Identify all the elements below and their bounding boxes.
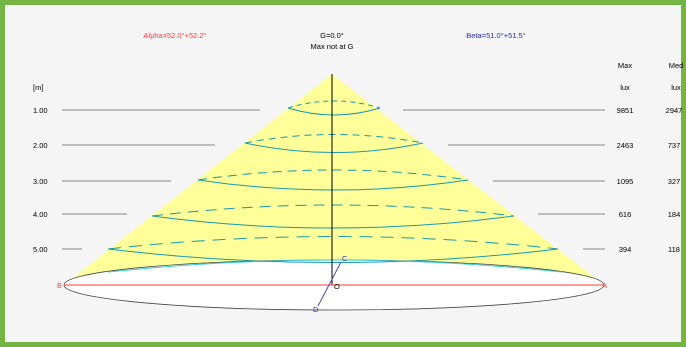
max-value-4: 616 bbox=[619, 210, 632, 219]
contour-front-3 bbox=[197, 179, 469, 191]
contour-back-1 bbox=[287, 100, 381, 109]
alpha-label: Alpha=52.0°+52.2° bbox=[143, 31, 206, 40]
distance-labels: 1.00 2.00 3.00 4.00 5.00 bbox=[33, 106, 48, 254]
distance-label-1: 1.00 bbox=[33, 106, 48, 115]
beta-label: Beta=51.0°+51.5° bbox=[466, 31, 525, 40]
contour-back-3 bbox=[197, 169, 469, 181]
contour-back-2 bbox=[244, 134, 424, 144]
level-lines bbox=[62, 109, 605, 250]
max-value-2: 2463 bbox=[617, 141, 634, 150]
point-c-label: C bbox=[342, 254, 348, 263]
max-values: 9851 2463 1095 616 394 bbox=[617, 106, 634, 254]
contour-back-4 bbox=[151, 204, 515, 217]
distance-label-5: 5.00 bbox=[33, 245, 48, 254]
med-value-1: 2947 bbox=[666, 106, 683, 115]
max-value-1: 9851 bbox=[617, 106, 634, 115]
gamma-label: G=0.0° bbox=[320, 31, 344, 40]
axis-cd bbox=[317, 261, 342, 307]
max-value-5: 394 bbox=[619, 245, 632, 254]
point-a-label: A bbox=[602, 281, 607, 290]
contour-front-1 bbox=[287, 107, 381, 116]
distance-label-2: 2.00 bbox=[33, 141, 48, 150]
max-note: Max not at G bbox=[311, 42, 354, 51]
point-d-label: D bbox=[313, 305, 319, 314]
distance-label-4: 4.00 bbox=[33, 210, 48, 219]
contour-front-4 bbox=[151, 215, 515, 229]
contour-front-2 bbox=[244, 142, 424, 153]
point-o-label: O bbox=[334, 282, 340, 291]
distance-label-3: 3.00 bbox=[33, 177, 48, 186]
med-column-label: Med bbox=[669, 61, 684, 70]
med-unit: lux bbox=[671, 83, 681, 92]
point-b-label: B bbox=[57, 281, 62, 290]
distance-unit: [m] bbox=[33, 83, 43, 92]
max-column-label: Max bbox=[618, 61, 632, 70]
contour-front-5 bbox=[107, 248, 559, 263]
max-value-3: 1095 bbox=[617, 177, 634, 186]
med-value-5: 118 bbox=[668, 245, 680, 254]
contour-back-5 bbox=[107, 236, 559, 250]
illuminance-contours bbox=[107, 100, 559, 263]
med-value-2: 737 bbox=[668, 141, 681, 150]
max-unit: lux bbox=[620, 83, 630, 92]
light-cone bbox=[64, 74, 604, 285]
med-value-4: 184 bbox=[668, 210, 681, 219]
ground-ellipse-back-arc bbox=[107, 259, 563, 273]
med-values: 2947 737 327 184 118 bbox=[666, 106, 683, 254]
med-value-3: 327 bbox=[668, 177, 681, 186]
